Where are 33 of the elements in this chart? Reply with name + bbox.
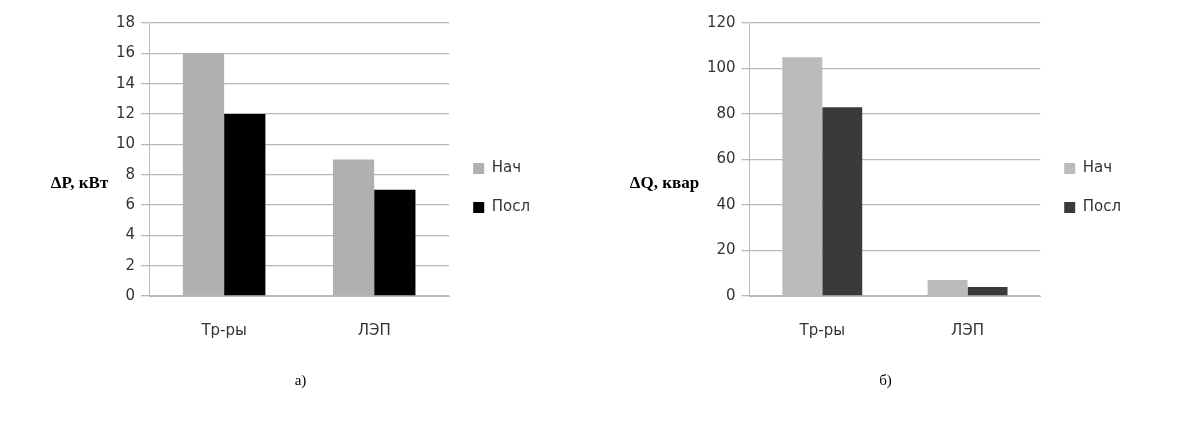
y-tick-label: 120 [707,12,736,31]
y-tick-label: 10 [116,134,136,153]
y-axis-title: ΔP, кВт [50,173,109,193]
y-tick-label: 40 [716,194,736,213]
y-axis-title: ΔQ, квар [629,173,700,193]
x-tick-label: ЛЭП [951,320,985,339]
text: б) [879,372,892,389]
y-tick-label: 6 [125,194,136,213]
y-tick-label: 18 [116,12,136,31]
bar [822,107,863,296]
x-tick-label: Тр-ры [200,320,248,339]
bar [967,286,1008,296]
y-tick-label: 20 [716,240,736,259]
y-tick-label: 0 [726,285,736,304]
y-tick-label: 14 [116,73,136,92]
text: а) [294,372,307,389]
x-tick-label: ЛЭП [357,320,391,339]
legend-label: Нач [1082,158,1113,177]
y-tick-label: 4 [125,225,136,244]
y-tick-label: 60 [716,149,736,168]
bar [374,189,416,296]
legend-label: Посл [1082,197,1122,216]
y-tick-label: 0 [125,285,136,304]
y-tick-label: 100 [707,58,736,77]
legend-label: Нач [491,158,522,177]
y-tick-label: 2 [125,255,136,274]
legend-label: Посл [491,197,531,216]
x-tick-label: Тр-ры [798,320,846,339]
y-tick-label: 80 [716,103,736,122]
y-tick-label: 16 [116,43,136,62]
y-tick-label: 12 [116,103,136,122]
y-tick-label: 8 [125,164,136,183]
bar [224,114,266,296]
